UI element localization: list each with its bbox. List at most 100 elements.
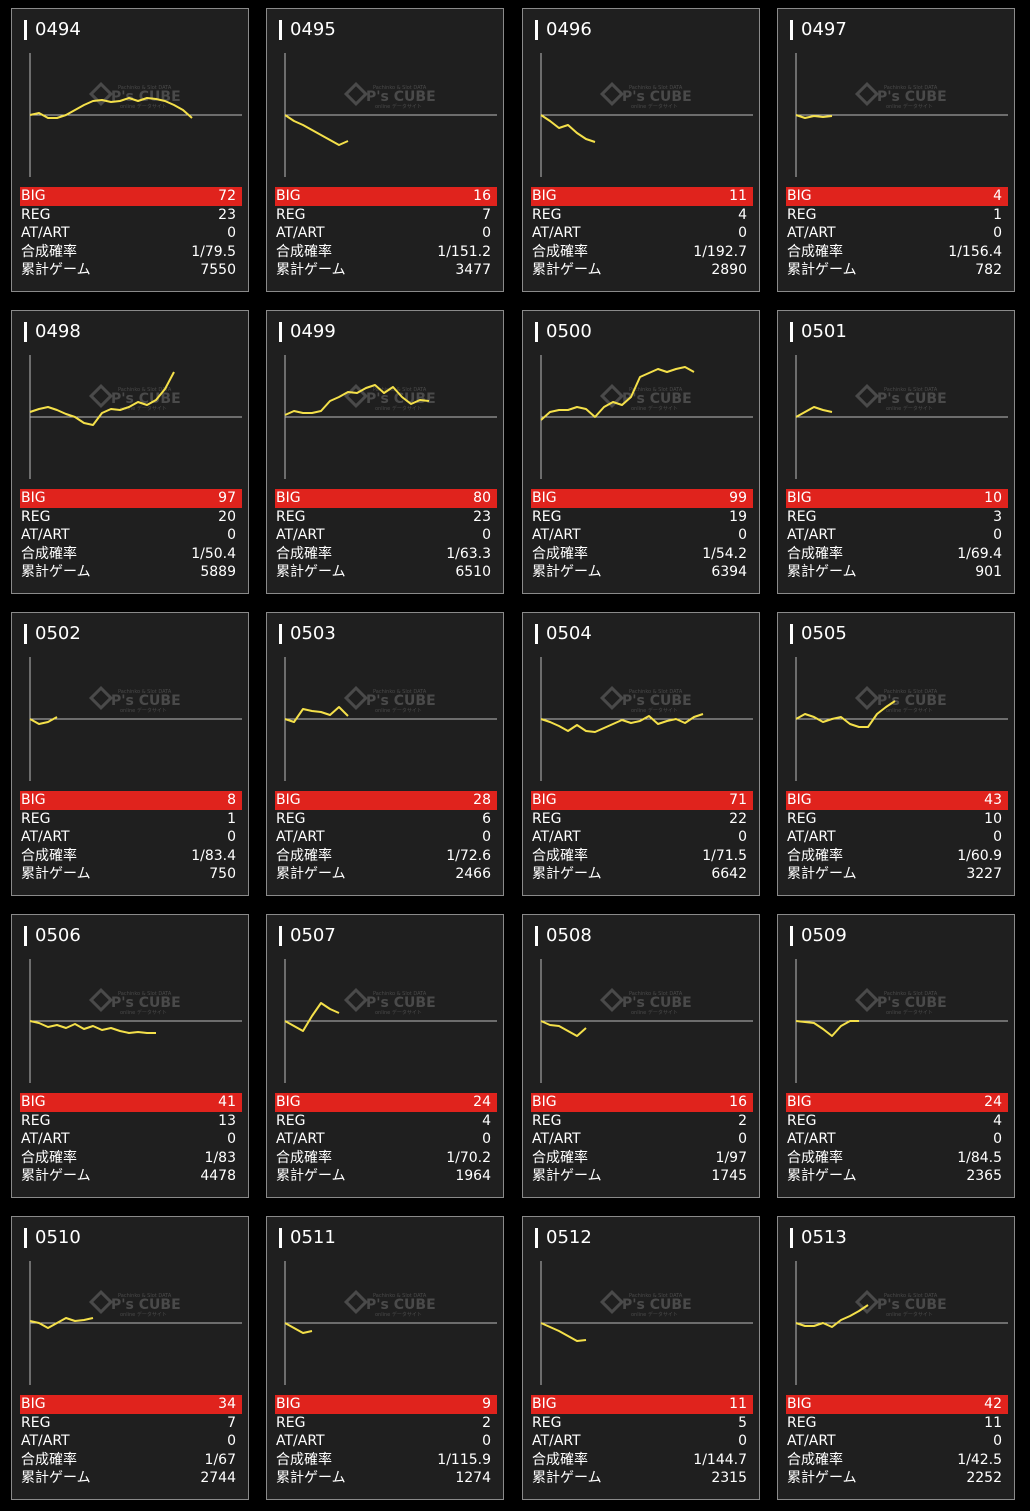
- svg-text:P's CUBE: P's CUBE: [877, 1297, 947, 1313]
- reg-label: REG: [532, 1112, 562, 1129]
- prob-value: 1/54.2: [702, 545, 747, 562]
- atart-label: AT/ART: [787, 1131, 836, 1148]
- atart-value: 0: [738, 829, 747, 846]
- big-value: 11: [729, 1396, 747, 1412]
- machine-card[interactable]: 0508 Pachinko & Slot DATA P's CUBE online デ…: [522, 914, 760, 1198]
- probability-row: 合成確率 1/72.6: [275, 847, 497, 866]
- header-accent-bar: [279, 624, 282, 644]
- games-value: 3227: [966, 866, 1002, 883]
- machine-header: 0500: [535, 321, 592, 343]
- machine-card[interactable]: 0512 Pachinko & Slot DATA P's CUBE online デ…: [522, 1216, 760, 1500]
- big-value: 41: [218, 1094, 236, 1110]
- big-value: 16: [473, 188, 491, 204]
- reg-row: REG 1: [20, 810, 242, 829]
- svg-text:online データサイト: online データサイト: [375, 405, 422, 412]
- games-value: 6642: [711, 866, 747, 883]
- machine-card[interactable]: 0510 Pachinko & Slot DATA P's CUBE online デ…: [11, 1216, 249, 1500]
- probability-row: 合成確率 1/156.4: [786, 243, 1008, 262]
- big-row: BIG 16: [531, 1093, 753, 1112]
- big-label: BIG: [21, 792, 46, 808]
- reg-row: REG 6: [275, 810, 497, 829]
- svg-text:Pachinko & Slot DATA: Pachinko & Slot DATA: [629, 689, 683, 695]
- atart-label: AT/ART: [276, 1433, 325, 1450]
- machine-number: 0510: [35, 1227, 81, 1248]
- reg-row: REG 13: [20, 1112, 242, 1131]
- atart-label: AT/ART: [532, 1131, 581, 1148]
- atart-value: 0: [227, 829, 236, 846]
- header-accent-bar: [279, 20, 282, 40]
- big-row: BIG 11: [531, 187, 753, 206]
- big-row: BIG 97: [20, 489, 242, 508]
- machine-card[interactable]: 0503 Pachinko & Slot DATA P's CUBE online デ…: [266, 612, 504, 896]
- total-games-row: 累計ゲーム 2315: [531, 1469, 753, 1488]
- svg-text:online データサイト: online データサイト: [886, 405, 933, 412]
- total-games-row: 累計ゲーム 5889: [20, 563, 242, 582]
- machine-card[interactable]: 0501 Pachinko & Slot DATA P's CUBE online デ…: [777, 310, 1015, 594]
- header-accent-bar: [279, 322, 282, 342]
- svg-text:Pachinko & Slot DATA: Pachinko & Slot DATA: [118, 991, 172, 997]
- svg-text:online データサイト: online データサイト: [375, 103, 422, 110]
- big-label: BIG: [276, 1094, 301, 1110]
- machine-card[interactable]: 0505 Pachinko & Slot DATA P's CUBE online デ…: [777, 612, 1015, 896]
- reg-row: REG 23: [275, 508, 497, 527]
- header-accent-bar: [24, 322, 27, 342]
- machine-card[interactable]: 0498 Pachinko & Slot DATA P's CUBE online デ…: [11, 310, 249, 594]
- prob-value: 1/60.9: [957, 847, 1002, 864]
- machine-number: 0494: [35, 19, 81, 40]
- header-accent-bar: [790, 624, 793, 644]
- trend-line: [795, 114, 833, 119]
- prob-label: 合成確率: [532, 1149, 588, 1166]
- stats-table: BIG 16 REG 7 AT/ART 0 合成確率 1/151.2 累計ゲーム 3477: [275, 187, 497, 280]
- machine-card[interactable]: 0511 Pachinko & Slot DATA P's CUBE online デ…: [266, 1216, 504, 1500]
- games-value: 750: [209, 866, 236, 883]
- machine-card[interactable]: 0494 Pachinko & Slot DATA P's CUBE online デ…: [11, 8, 249, 292]
- machine-card[interactable]: 0496 Pachinko & Slot DATA P's CUBE online デ…: [522, 8, 760, 292]
- machine-card[interactable]: 0504 Pachinko & Slot DATA P's CUBE online デ…: [522, 612, 760, 896]
- big-label: BIG: [787, 188, 812, 204]
- prob-label: 合成確率: [787, 1451, 843, 1468]
- machine-card[interactable]: 0507 Pachinko & Slot DATA P's CUBE online デ…: [266, 914, 504, 1198]
- machine-card[interactable]: 0495 Pachinko & Slot DATA P's CUBE online デ…: [266, 8, 504, 292]
- machine-header: 0507: [279, 925, 336, 947]
- prob-label: 合成確率: [21, 1451, 77, 1468]
- probability-row: 合成確率 1/144.7: [531, 1451, 753, 1470]
- big-row: BIG 11: [531, 1395, 753, 1414]
- big-row: BIG 72: [20, 187, 242, 206]
- machine-number: 0496: [546, 19, 592, 40]
- big-value: 97: [218, 490, 236, 506]
- machine-card[interactable]: 0497 Pachinko & Slot DATA P's CUBE online デ…: [777, 8, 1015, 292]
- atart-value: 0: [482, 829, 491, 846]
- stats-table: BIG 42 REG 11 AT/ART 0 合成確率 1/42.5 累計ゲーム 2252: [786, 1395, 1008, 1488]
- machine-card[interactable]: 0502 Pachinko & Slot DATA P's CUBE online デ…: [11, 612, 249, 896]
- big-value: 34: [218, 1396, 236, 1412]
- games-value: 6510: [455, 564, 491, 581]
- machine-card[interactable]: 0506 Pachinko & Slot DATA P's CUBE online デ…: [11, 914, 249, 1198]
- trend-line: [284, 1322, 313, 1334]
- reg-row: REG 4: [786, 1112, 1008, 1131]
- games-value: 3477: [455, 262, 491, 279]
- machine-header: 0495: [279, 19, 336, 41]
- probability-row: 合成確率 1/63.3: [275, 545, 497, 564]
- header-accent-bar: [535, 926, 538, 946]
- reg-row: REG 23: [20, 206, 242, 225]
- atart-row: AT/ART 0: [20, 526, 242, 545]
- machine-card[interactable]: 0499 Pachinko & Slot DATA P's CUBE online デ…: [266, 310, 504, 594]
- reg-row: REG 2: [275, 1414, 497, 1433]
- big-label: BIG: [21, 490, 46, 506]
- prob-value: 1/83: [204, 1149, 236, 1166]
- machine-card[interactable]: 0500 Pachinko & Slot DATA P's CUBE online デ…: [522, 310, 760, 594]
- total-games-row: 累計ゲーム 7550: [20, 261, 242, 280]
- big-label: BIG: [21, 1396, 46, 1412]
- machine-card[interactable]: 0513 Pachinko & Slot DATA P's CUBE online デ…: [777, 1216, 1015, 1500]
- svg-text:P's CUBE: P's CUBE: [366, 89, 436, 105]
- machine-header: 0498: [24, 321, 81, 343]
- big-row: BIG 41: [20, 1093, 242, 1112]
- machine-card[interactable]: 0509 Pachinko & Slot DATA P's CUBE online デ…: [777, 914, 1015, 1198]
- big-row: BIG 16: [275, 187, 497, 206]
